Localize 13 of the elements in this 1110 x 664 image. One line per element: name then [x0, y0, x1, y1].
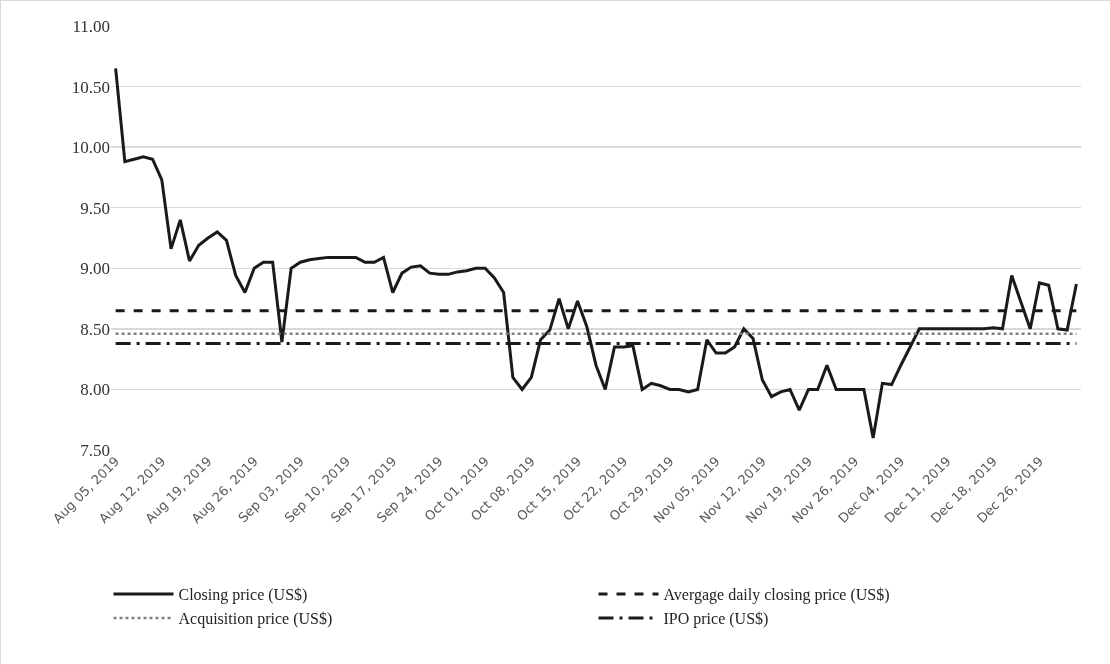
y-tick-label: 10.50: [71, 77, 110, 97]
line-series: [114, 66, 1078, 440]
legend-label: Avergage daily closing price (US$): [663, 586, 890, 605]
y-tick-label: 9.50: [80, 198, 110, 218]
y-tick-label: 8.00: [80, 380, 110, 400]
legend-label: IPO price (US$): [663, 610, 769, 629]
y-tick-label: 7.50: [80, 440, 110, 460]
legend-label: Acquisition price (US$): [178, 610, 333, 629]
y-tick-label: 10.00: [71, 138, 110, 158]
y-tick-label: 8.50: [80, 319, 110, 339]
y-tick-label: 11.00: [72, 16, 110, 36]
legend-label: Closing price (US$): [178, 586, 308, 605]
y-tick-label: 9.00: [80, 259, 110, 279]
